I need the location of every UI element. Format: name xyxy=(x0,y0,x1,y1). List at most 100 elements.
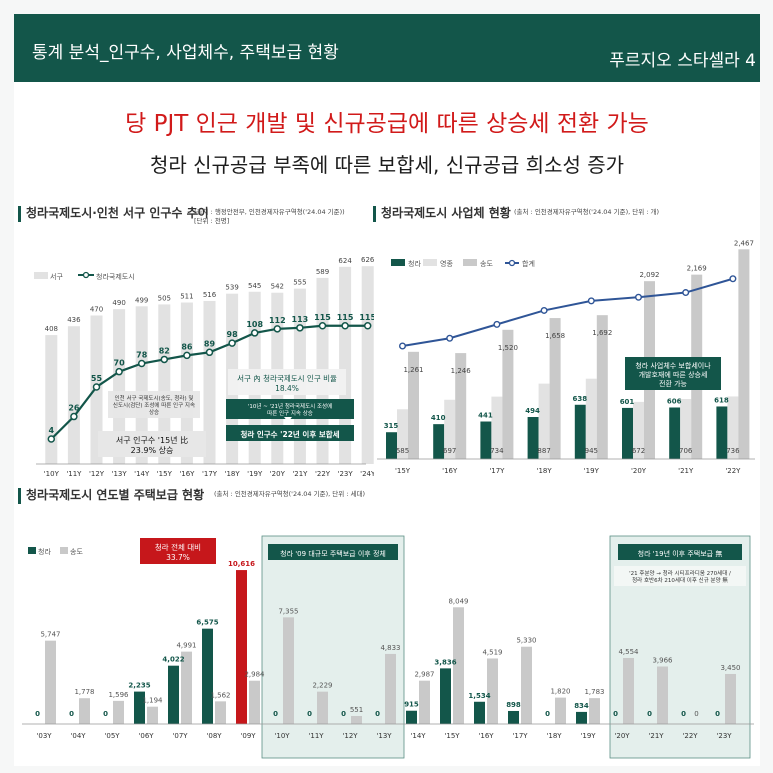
x-tick-label: '21Y xyxy=(648,732,664,740)
bar-songdo xyxy=(283,617,294,724)
headline-main: 당 PJT 인근 개발 및 신규공급에 따른 상승세 전환 가능 xyxy=(125,111,649,137)
annotation-stagnant-box: 청라 '09 대규모 주택보급 이후 정체 xyxy=(268,544,398,560)
annotation-after19-box-bg xyxy=(618,544,742,560)
bar-seogu xyxy=(203,300,216,464)
bar-label: 589 xyxy=(316,268,329,276)
point-total xyxy=(493,320,501,328)
bar-songdo xyxy=(351,716,362,724)
bar-label-yeongjong: 945 xyxy=(585,447,598,455)
x-tick-label: '16Y xyxy=(179,470,195,478)
bar-label-cheongna: 0 xyxy=(307,710,312,718)
legend-swatch xyxy=(391,259,405,266)
point-cheongna xyxy=(183,351,191,360)
point-label: 78 xyxy=(136,351,148,360)
x-tick-label: '09Y xyxy=(240,732,256,740)
bar-label-cheongna: 898 xyxy=(506,701,521,709)
annotation-pop-box2-bg xyxy=(98,431,206,457)
x-tick-label: '19Y xyxy=(584,467,600,475)
x-tick-label: '16Y xyxy=(478,732,494,740)
bar-seogu xyxy=(158,304,171,464)
x-tick-label: '05Y xyxy=(104,732,120,740)
point-cheongna xyxy=(273,325,282,333)
bar-label-cheongna: 601 xyxy=(620,398,635,406)
point-label: 55 xyxy=(91,374,103,383)
header-title: 통계 분석_인구수, 사업체수, 주택보급 현황 xyxy=(32,43,339,63)
x-tick-label: '18Y xyxy=(546,732,562,740)
bar-label-songdo: 2,987 xyxy=(414,671,434,679)
bar-cheongna xyxy=(669,407,681,459)
legend-songdo-swatch xyxy=(60,547,68,554)
bar-songdo xyxy=(317,691,328,724)
bar-songdo xyxy=(596,315,608,459)
annotation-after19-box-text: 청라 '19년 이후 주택보급 無 xyxy=(638,549,723,558)
x-tick-label: '19Y xyxy=(580,732,596,740)
bar-seogu xyxy=(361,266,374,464)
bar-songdo xyxy=(725,673,736,724)
bar-label-songdo: 2,092 xyxy=(639,271,659,279)
population-title: 청라국제도시·인천 서구 인구수 추이 xyxy=(26,206,209,220)
x-tick-label: '14Y xyxy=(134,470,150,478)
legend-swatch xyxy=(423,259,437,266)
bar-songdo xyxy=(549,318,561,459)
x-tick-label: '19Y xyxy=(247,470,263,478)
arrow-down-icon xyxy=(284,417,292,422)
point-label: 115 xyxy=(337,313,354,322)
legend-label: 청라 xyxy=(408,259,421,268)
bar-label: 545 xyxy=(248,282,261,290)
point-cheongna xyxy=(228,339,236,347)
bar-cheongna xyxy=(236,570,247,724)
x-tick-label: '18Y xyxy=(225,470,241,478)
point-cheongna xyxy=(318,322,327,330)
bar-cheongna xyxy=(508,710,519,724)
x-tick-label: '20Y xyxy=(631,467,647,475)
bar-label: 490 xyxy=(112,299,125,307)
legend-label: 송도 xyxy=(480,260,493,268)
bar-label-songdo: 1,820 xyxy=(550,688,570,696)
bar-yeongjong xyxy=(585,378,597,459)
bar-label-cheongna: 0 xyxy=(545,710,550,718)
business-chart: 청라 영종 송도 합계 315 585 1,261 '15Y 410 697 1,246 '16Y 44… xyxy=(377,239,755,475)
x-tick-label: '04Y xyxy=(70,732,86,740)
bar-songdo xyxy=(487,658,498,724)
bar-label-cheongna: 3,836 xyxy=(434,658,456,666)
bar-label: 470 xyxy=(90,305,103,313)
legend-label: 영종 xyxy=(440,259,453,268)
bar-label-cheongna: 0 xyxy=(35,710,40,718)
point-cheongna xyxy=(363,322,372,330)
x-tick-label: '22Y xyxy=(315,470,331,478)
bar-songdo xyxy=(113,700,124,724)
annotation-biz-box-text: 전환 가능 xyxy=(659,379,688,388)
point-label: 115 xyxy=(314,313,331,322)
bar-songdo xyxy=(215,701,226,724)
bar-songdo xyxy=(453,607,464,724)
bar-label-songdo: 4,554 xyxy=(618,648,639,656)
bar-label-songdo: 2,169 xyxy=(687,265,707,273)
point-cheongna xyxy=(92,383,101,391)
bar-cheongna xyxy=(622,407,633,459)
bar-label-cheongna: 0 xyxy=(103,710,108,718)
point-label: 26 xyxy=(68,404,80,413)
bar-label: 505 xyxy=(158,294,171,302)
legend-cheongna-marker xyxy=(82,271,90,279)
x-tick-label: '13Y xyxy=(376,732,392,740)
point-cheongna xyxy=(250,329,259,337)
annotation-pop-box3-bg xyxy=(228,369,346,395)
annotation-after19-note-bg xyxy=(614,566,746,586)
annotation-pop-box2-text: 서구 인구수 '15년 比 xyxy=(116,435,188,445)
section-accent xyxy=(18,488,21,504)
bar-seogu xyxy=(180,302,193,464)
bar-label-songdo: 3,450 xyxy=(720,664,740,672)
bar-songdo xyxy=(623,657,634,724)
bar-label-songdo: 5,747 xyxy=(40,631,60,639)
header-page: 푸르지오 스타셀라 4 xyxy=(609,51,756,71)
bar-label-cheongna: 638 xyxy=(572,395,587,403)
x-tick-label: '23Y xyxy=(338,470,354,478)
annotation-stagnant-box-text: 청라 '09 대규모 주택보급 이후 정체 xyxy=(280,549,386,558)
bar-label-songdo: 1,194 xyxy=(142,697,163,705)
bar-label-cheongna: 1,534 xyxy=(468,692,490,700)
bar-songdo xyxy=(455,353,467,459)
bar-seogu xyxy=(45,335,58,464)
x-tick-label: '08Y xyxy=(206,732,222,740)
bar-label-songdo: 1,261 xyxy=(403,366,423,374)
